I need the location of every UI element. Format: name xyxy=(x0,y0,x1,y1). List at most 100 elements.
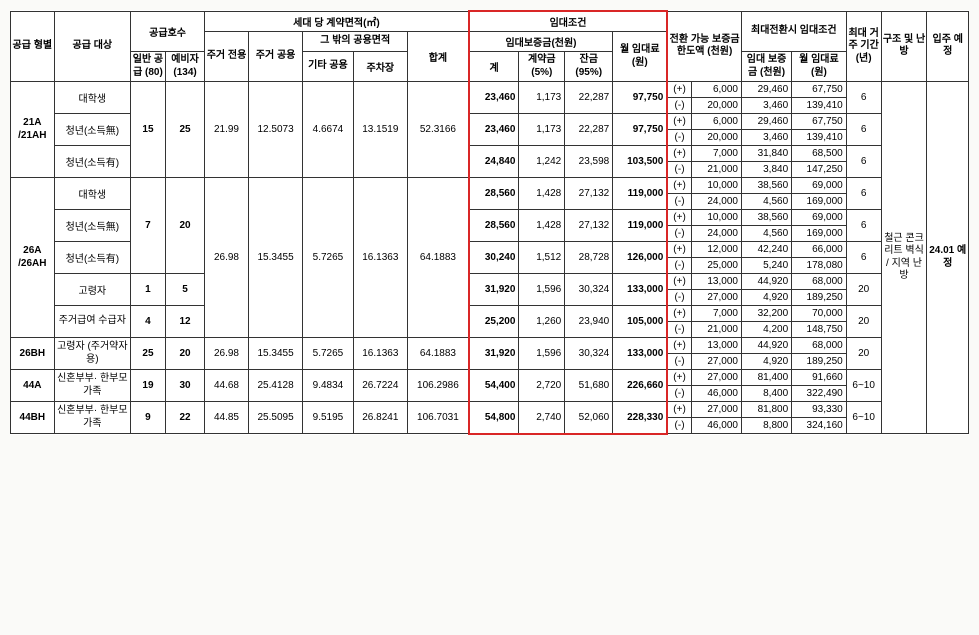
mc-rent: 189,250 xyxy=(792,354,847,370)
res: 25 xyxy=(165,82,204,178)
con: 1,596 xyxy=(519,338,565,370)
limit: 27,000 xyxy=(691,402,741,418)
rent: 228,330 xyxy=(613,402,668,434)
h-max-period: 최대 거주 기간 (년) xyxy=(846,11,881,82)
mc-rent: 189,250 xyxy=(792,290,847,306)
mc-rent: 147,250 xyxy=(792,162,847,178)
rent: 119,000 xyxy=(613,210,668,242)
limit: 10,000 xyxy=(691,210,741,226)
etc: 9.5195 xyxy=(303,402,353,434)
dep: 54,800 xyxy=(469,402,519,434)
target: 청년(소득有) xyxy=(54,242,130,274)
res: 20 xyxy=(165,338,204,370)
mc-dep: 44,920 xyxy=(741,274,791,290)
park: 26.7224 xyxy=(353,370,408,402)
mc-dep: 32,200 xyxy=(741,306,791,322)
etc: 4.6674 xyxy=(303,82,353,178)
sign-minus: (-) xyxy=(667,290,691,306)
mc-dep: 3,460 xyxy=(741,130,791,146)
park: 16.1363 xyxy=(353,178,408,338)
mc-rent: 169,000 xyxy=(792,194,847,210)
bal: 51,680 xyxy=(565,370,613,402)
h-area-comm: 주거 공용 xyxy=(248,32,303,82)
mc-dep: 44,920 xyxy=(741,338,791,354)
type-26bh: 26BH xyxy=(11,338,55,370)
etc: 5.7265 xyxy=(303,338,353,370)
con: 1,596 xyxy=(519,274,565,306)
rent: 133,000 xyxy=(613,274,668,306)
target: 청년(소득無) xyxy=(54,210,130,242)
res: 20 xyxy=(165,178,204,274)
sign-plus: (+) xyxy=(667,178,691,194)
period: 20 xyxy=(846,338,881,370)
sign-minus: (-) xyxy=(667,162,691,178)
mc-rent: 139,410 xyxy=(792,98,847,114)
target: 고령자 (주거약자용) xyxy=(54,338,130,370)
limit: 6,000 xyxy=(691,114,741,130)
period: 6 xyxy=(846,210,881,242)
comm: 15.3455 xyxy=(248,338,303,370)
h-deposit: 임대보증금(천원) xyxy=(469,32,613,52)
gen: 7 xyxy=(131,178,166,274)
h-area-other: 그 밖의 공용면적 xyxy=(303,32,408,52)
mc-dep: 4,560 xyxy=(741,226,791,242)
mc-rent: 70,000 xyxy=(792,306,847,322)
sign-minus: (-) xyxy=(667,194,691,210)
limit: 13,000 xyxy=(691,274,741,290)
bal: 23,598 xyxy=(565,146,613,178)
h-dep-total: 계 xyxy=(469,52,519,82)
con: 1,242 xyxy=(519,146,565,178)
target: 신혼부부· 한부모가족 xyxy=(54,402,130,434)
sign-minus: (-) xyxy=(667,130,691,146)
mc-rent: 322,490 xyxy=(792,386,847,402)
limit: 12,000 xyxy=(691,242,741,258)
res: 12 xyxy=(165,306,204,338)
park: 16.1363 xyxy=(353,338,408,370)
con: 1,428 xyxy=(519,178,565,210)
comm: 15.3455 xyxy=(248,178,303,338)
rent: 105,000 xyxy=(613,306,668,338)
mc-rent: 68,500 xyxy=(792,146,847,162)
mc-rent: 93,330 xyxy=(792,402,847,418)
gen: 4 xyxy=(131,306,166,338)
res: 30 xyxy=(165,370,204,402)
h-lease: 임대조건 xyxy=(469,11,668,32)
sign-plus: (+) xyxy=(667,274,691,290)
rent: 103,500 xyxy=(613,146,668,178)
mc-rent: 69,000 xyxy=(792,178,847,194)
con: 1,173 xyxy=(519,114,565,146)
mc-rent: 67,750 xyxy=(792,82,847,98)
bal: 22,287 xyxy=(565,82,613,114)
excl: 44.85 xyxy=(205,402,249,434)
sign-plus: (+) xyxy=(667,338,691,354)
comm: 12.5073 xyxy=(248,82,303,178)
h-rent: 월 임대료 (원) xyxy=(613,32,668,82)
h-mc-rent: 월 임대료 (원) xyxy=(792,52,847,82)
rent: 97,750 xyxy=(613,114,668,146)
limit: 21,000 xyxy=(691,322,741,338)
mc-dep: 8,400 xyxy=(741,386,791,402)
sign-plus: (+) xyxy=(667,82,691,98)
mc-rent: 169,000 xyxy=(792,226,847,242)
period: 6~10 xyxy=(846,370,881,402)
type-44bh: 44BH xyxy=(11,402,55,434)
h-supply-type: 공급 형별 xyxy=(11,11,55,82)
limit: 20,000 xyxy=(691,130,741,146)
dep: 25,200 xyxy=(469,306,519,338)
h-su-reserve: 예비자 (134) xyxy=(165,52,204,82)
limit: 10,000 xyxy=(691,178,741,194)
limit: 25,000 xyxy=(691,258,741,274)
sign-minus: (-) xyxy=(667,418,691,434)
mc-dep: 38,560 xyxy=(741,178,791,194)
limit: 20,000 xyxy=(691,98,741,114)
tot: 64.1883 xyxy=(408,338,469,370)
limit: 13,000 xyxy=(691,338,741,354)
h-supply-units: 공급호수 xyxy=(131,11,205,52)
h-area-excl: 주거 전용 xyxy=(205,32,249,82)
mc-dep: 3,460 xyxy=(741,98,791,114)
gen: 19 xyxy=(131,370,166,402)
h-area-total: 합계 xyxy=(408,32,469,82)
type-44a: 44A xyxy=(11,370,55,402)
res: 5 xyxy=(165,274,204,306)
h-structure: 구조 및 난방 xyxy=(881,11,927,82)
